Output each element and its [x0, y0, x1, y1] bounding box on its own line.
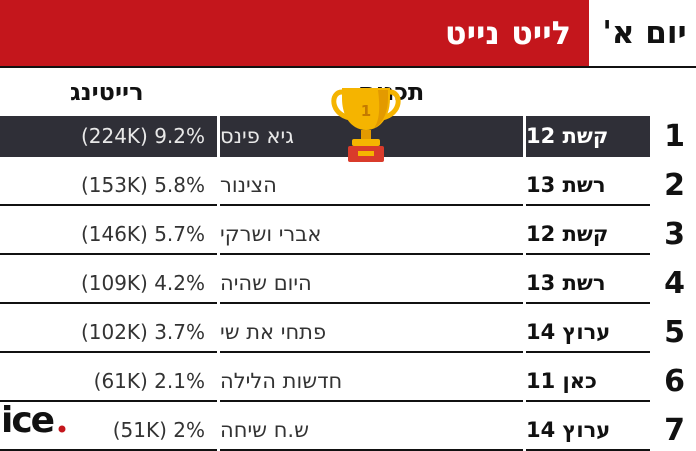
rating-value: (224K) 9.2% [0, 116, 217, 157]
rating-value: (102K) 3.7% [0, 312, 217, 353]
table-row: 4 רשת 13 היום שהיה (109K) 4.2% [0, 263, 696, 304]
rating-value: (61K) 2.1% [0, 361, 217, 402]
rank-number: 6 [664, 364, 685, 399]
channel-name: קשת 12 [526, 214, 650, 255]
show-name: גיא פינס [220, 116, 523, 157]
ice-logo: ice [1, 400, 66, 438]
rating-value: (146K) 5.7% [0, 214, 217, 255]
table-row: 6 כאן 11 חדשות הלילה (61K) 2.1% [0, 361, 696, 402]
channel-name: רשת 13 [526, 263, 650, 304]
show-name: הצינור [220, 165, 523, 206]
channel-name: רשת 13 [526, 165, 650, 206]
column-header-rating: רייטינג [70, 78, 144, 106]
show-name: פתחי את שי [220, 312, 523, 353]
rank-number: 1 [664, 119, 685, 154]
logo-text: ice [1, 400, 54, 438]
table-row: 5 ערוץ 14 פתחי את שי (102K) 3.7% [0, 312, 696, 353]
header-bar: לייט נייט יום א' [0, 0, 696, 68]
rank-number: 4 [664, 266, 685, 301]
channel-name: כאן 11 [526, 361, 650, 402]
day-label: יום א' [602, 15, 687, 51]
show-name: חדשות הלילה [220, 361, 523, 402]
rating-value: (109K) 4.2% [0, 263, 217, 304]
show-name: אברי ושרקי [220, 214, 523, 255]
rating-value: (153K) 5.8% [0, 165, 217, 206]
day-label-box: יום א' [593, 0, 696, 66]
table-row: 2 רשת 13 הצינור (153K) 5.8% [0, 165, 696, 206]
show-name: היום שהיה [220, 263, 523, 304]
rank-number: 7 [664, 413, 685, 448]
table-row: 3 קשת 12 אברי ושרקי (146K) 5.7% [0, 214, 696, 255]
rank-number: 2 [664, 168, 685, 203]
channel-name: ערוץ 14 [526, 312, 650, 353]
rank-number: 3 [664, 217, 685, 252]
channel-name: ערוץ 14 [526, 410, 650, 451]
trophy-number: 1 [361, 102, 371, 120]
trophy-icon: 1 [331, 88, 401, 162]
channel-name: קשת 12 [526, 116, 650, 157]
table-row: 1 קשת 12 גיא פינס (224K) 9.2% [0, 116, 696, 157]
title-banner: לייט נייט [0, 0, 589, 66]
show-name: ש.ח שיחה [220, 410, 523, 451]
rank-number: 5 [664, 315, 685, 350]
chart-title: לייט נייט [444, 14, 571, 52]
table-row: 7 ערוץ 14 ש.ח שיחה (51K) 2% [0, 410, 696, 451]
